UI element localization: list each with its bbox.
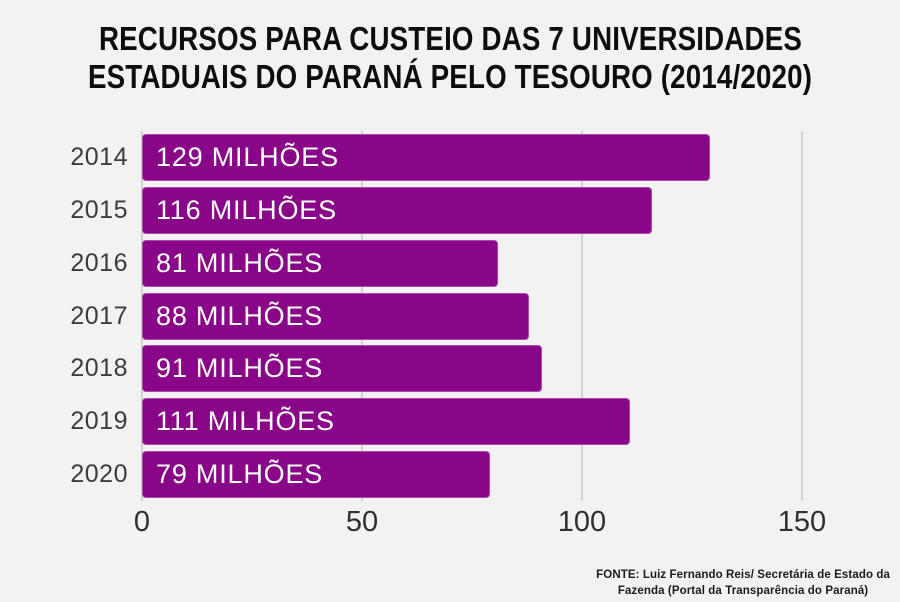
bar-value-label-2020: 79 MILHÕES — [156, 459, 324, 490]
bar-row: 81 MILHÕES — [142, 237, 802, 290]
bar-2018: 91 MILHÕES — [142, 345, 543, 393]
bar-2014: 129 MILHÕES — [142, 133, 710, 181]
source-attribution: FONTE: Luiz Fernando Reis/ Secretária de… — [596, 567, 890, 599]
y-label-row: 2017 — [0, 290, 128, 343]
y-label-row: 2015 — [0, 184, 128, 237]
bar-row: 129 MILHÕES — [142, 131, 802, 184]
bar-row: 88 MILHÕES — [142, 290, 802, 343]
bar-row: 79 MILHÕES — [142, 448, 802, 501]
chart-title-line-1: RECURSOS PARA CUSTEIO DAS 7 UNIVERSIDADE… — [98, 20, 802, 57]
year-label-2015: 2015 — [70, 195, 128, 224]
bar-2016: 81 MILHÕES — [142, 239, 499, 287]
bar-2017: 88 MILHÕES — [142, 292, 530, 340]
gridline-100 — [581, 131, 583, 501]
x-tick-0: 0 — [133, 506, 151, 538]
bar-row: 91 MILHÕES — [142, 342, 802, 395]
y-label-row: 2016 — [0, 237, 128, 290]
plot-area: 129 MILHÕES 116 MILHÕES 81 MILHÕES 88 MI… — [141, 131, 803, 501]
year-label-2020: 2020 — [70, 460, 128, 489]
x-tick-100: 100 — [557, 506, 607, 538]
y-label-row: 2014 — [0, 131, 128, 184]
bar-value-label-2017: 88 MILHÕES — [156, 300, 324, 331]
year-label-2019: 2019 — [70, 407, 128, 436]
bar-2019: 111 MILHÕES — [142, 398, 631, 446]
gridline-150 — [801, 131, 803, 501]
bar-row: 116 MILHÕES — [142, 184, 802, 237]
year-label-2016: 2016 — [70, 248, 128, 277]
source-line-1: FONTE: Luiz Fernando Reis/ Secretária de… — [596, 569, 890, 581]
bar-value-label-2016: 81 MILHÕES — [156, 247, 324, 278]
year-label-2017: 2017 — [70, 301, 128, 330]
chart-title: RECURSOS PARA CUSTEIO DAS 7 UNIVERSIDADE… — [0, 20, 900, 96]
y-label-row: 2019 — [0, 395, 128, 448]
bar-value-label-2015: 116 MILHÕES — [156, 194, 337, 225]
x-tick-50: 50 — [345, 506, 379, 538]
bar-row: 111 MILHÕES — [142, 395, 802, 448]
bar-2020: 79 MILHÕES — [142, 451, 490, 499]
source-line-2: Fazenda (Portal da Transparência do Para… — [617, 585, 869, 597]
bar-value-label-2019: 111 MILHÕES — [156, 406, 335, 437]
x-axis: 0 50 100 150 — [134, 505, 826, 539]
year-label-2018: 2018 — [70, 354, 128, 383]
y-axis-labels: 2014 2015 2016 2017 2018 2019 2020 — [0, 131, 128, 501]
chart-title-line-2: ESTADUAIS DO PARANÁ PELO TESOURO (2014/2… — [87, 58, 813, 95]
y-label-row: 2018 — [0, 342, 128, 395]
bar-2015: 116 MILHÕES — [142, 186, 653, 234]
year-label-2014: 2014 — [70, 142, 128, 171]
bar-series: 129 MILHÕES 116 MILHÕES 81 MILHÕES 88 MI… — [142, 131, 802, 501]
bar-value-label-2018: 91 MILHÕES — [156, 353, 324, 384]
y-label-row: 2020 — [0, 448, 128, 501]
x-tick-150: 150 — [777, 506, 827, 538]
bar-value-label-2014: 129 MILHÕES — [156, 141, 339, 172]
